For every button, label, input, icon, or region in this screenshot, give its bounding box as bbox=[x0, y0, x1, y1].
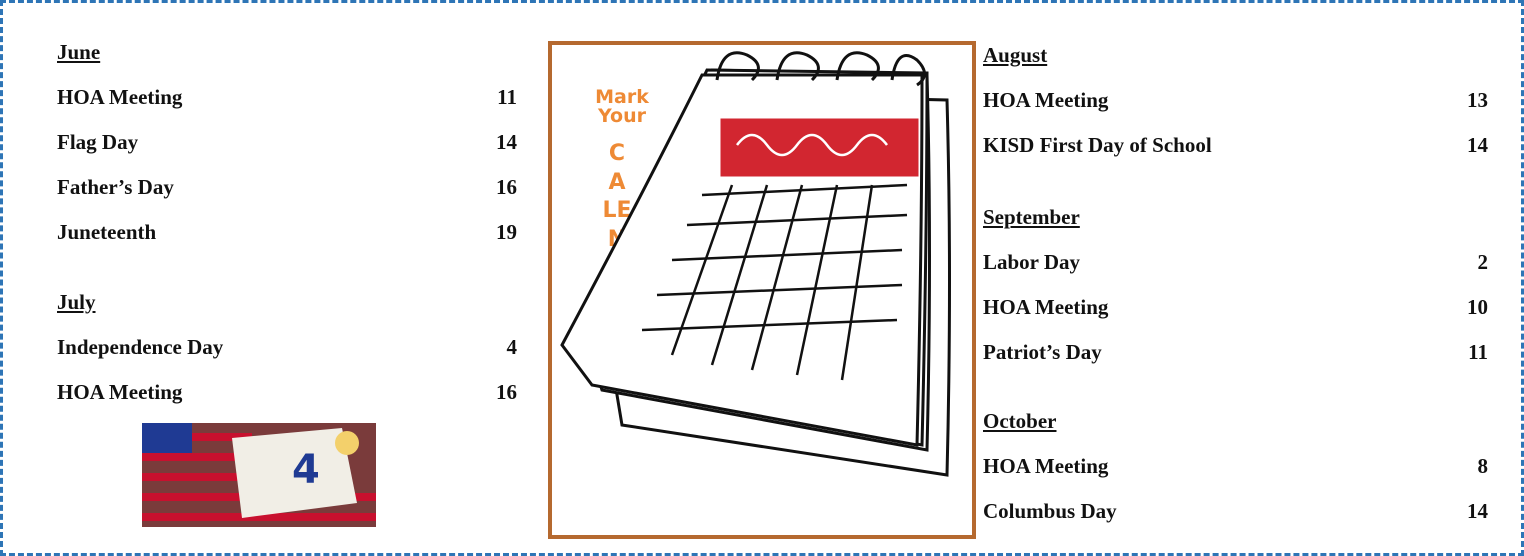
event-day: 14 bbox=[496, 129, 517, 154]
event-row: HOA Meeting 8 bbox=[983, 452, 1488, 480]
event-day: 13 bbox=[1467, 87, 1488, 112]
event-day: 14 bbox=[1467, 132, 1488, 157]
event-day: 11 bbox=[497, 84, 517, 109]
your-text: Your bbox=[598, 105, 646, 127]
calendar-box: Mark Your CALENDARS bbox=[548, 41, 976, 539]
mark-text: Mark bbox=[595, 86, 649, 108]
event-row: Patriot’s Day 11 bbox=[983, 338, 1488, 366]
event-name: HOA Meeting bbox=[983, 453, 1109, 478]
month-heading: August bbox=[983, 42, 1048, 67]
event-day: 4 bbox=[506, 334, 518, 359]
event-name: Patriot’s Day bbox=[983, 339, 1102, 364]
event-name: Independence Day bbox=[57, 334, 224, 359]
event-row: HOA Meeting 13 bbox=[983, 86, 1488, 114]
event-row: HOA Meeting 11 bbox=[57, 83, 517, 111]
month-heading: July bbox=[57, 289, 96, 314]
event-name: HOA Meeting bbox=[57, 379, 183, 404]
event-name: HOA Meeting bbox=[983, 294, 1109, 319]
event-name: Columbus Day bbox=[983, 498, 1117, 523]
event-day: 16 bbox=[496, 379, 517, 404]
event-day: 10 bbox=[1467, 294, 1488, 319]
calendar-drawing bbox=[560, 51, 951, 477]
event-name: HOA Meeting bbox=[983, 87, 1109, 112]
event-row: Independence Day 4 bbox=[57, 333, 517, 361]
event-name: HOA Meeting bbox=[57, 84, 183, 109]
event-day: 2 bbox=[1477, 249, 1489, 274]
july-fourth-image: 4 bbox=[142, 423, 376, 527]
event-row: Father’s Day 16 bbox=[57, 173, 517, 201]
event-row: HOA Meeting 10 bbox=[983, 293, 1488, 321]
event-day: 19 bbox=[496, 219, 517, 244]
event-row: Flag Day 14 bbox=[57, 128, 517, 156]
event-row: Labor Day 2 bbox=[983, 248, 1488, 276]
event-name: Flag Day bbox=[57, 129, 139, 154]
svg-text:4: 4 bbox=[292, 447, 320, 493]
event-row: HOA Meeting 16 bbox=[57, 378, 517, 406]
event-row: KISD First Day of School 14 bbox=[983, 131, 1488, 159]
event-day: 8 bbox=[1477, 453, 1489, 478]
month-heading: June bbox=[57, 39, 101, 64]
event-row: Juneteenth 19 bbox=[57, 218, 517, 246]
event-row: Columbus Day 14 bbox=[983, 497, 1488, 525]
event-name: Father’s Day bbox=[57, 174, 174, 199]
event-name: KISD First Day of School bbox=[983, 132, 1212, 157]
event-day: 11 bbox=[1468, 339, 1488, 364]
event-day: 16 bbox=[496, 174, 517, 199]
event-name: Labor Day bbox=[983, 249, 1081, 274]
month-heading: October bbox=[983, 408, 1057, 433]
event-day: 14 bbox=[1467, 498, 1488, 523]
month-heading: September bbox=[983, 204, 1080, 229]
event-name: Juneteenth bbox=[57, 219, 157, 244]
